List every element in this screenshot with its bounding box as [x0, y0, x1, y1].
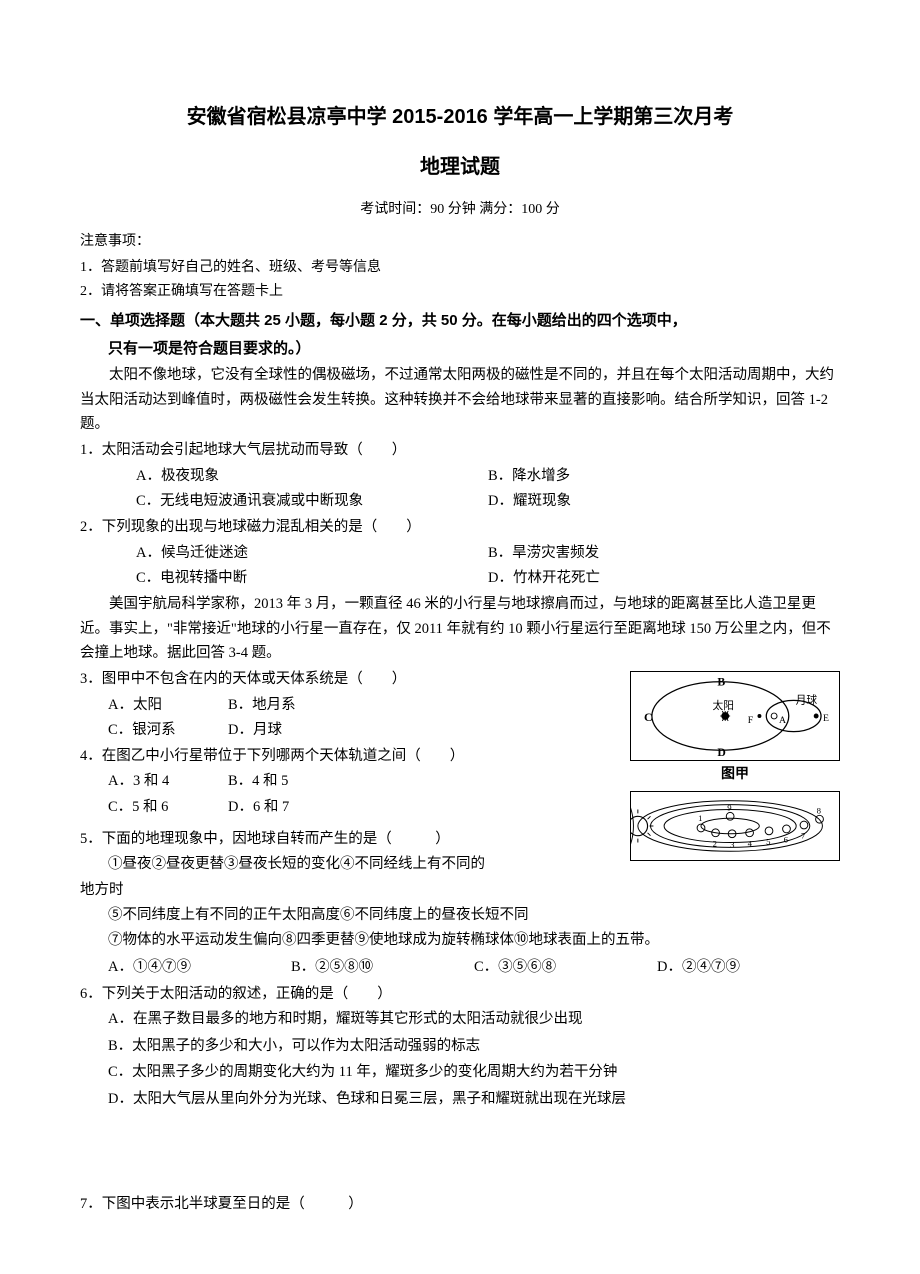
svg-text:9: 9	[727, 802, 732, 812]
q6-opt-a: A．在黑子数目最多的地方和时期，耀斑等其它形式的太阳活动就很少出现	[80, 1007, 840, 1032]
q5-s1b: 地方时	[80, 878, 840, 903]
figure-yi: 1 2 3 4 5 6 7 8 9	[630, 791, 840, 861]
q3-opt-b: B．地月系	[228, 693, 620, 718]
section-head-line2: 只有一项是符合题目要求的。）	[80, 336, 840, 362]
sub-title: 地理试题	[80, 150, 840, 184]
q3-options-row2: C．银河系 D．月球	[80, 718, 620, 743]
figure-jia: B C D 太阳 月球 F A E	[630, 671, 840, 761]
exam-info: 考试时间：90 分钟 满分：100 分	[80, 198, 840, 222]
passage-2: 美国宇航局科学家称，2013 年 3 月，一颗直径 46 米的小行星与地球擦肩而…	[80, 592, 840, 666]
svg-text:2: 2	[713, 838, 717, 848]
fig-jia-moon: 月球	[796, 693, 818, 706]
fig-jia-e: E	[823, 713, 829, 724]
q6-opt-b: B．太阳黑子的多少和大小，可以作为太阳活动强弱的标志	[80, 1034, 840, 1059]
svg-text:6: 6	[784, 834, 789, 844]
q5-opt-d: D．②④⑦⑨	[657, 955, 840, 980]
figure-wrap: B C D 太阳 月球 F A E 图甲	[80, 667, 840, 903]
q2-opt-d: D．竹林开花死亡	[488, 566, 840, 591]
q5-opt-b: B．②⑤⑧⑩	[291, 955, 474, 980]
q4-options-row1: A．3 和 4 B．4 和 5	[80, 769, 620, 794]
q5-opt-c: C．③⑤⑥⑧	[474, 955, 657, 980]
svg-text:1: 1	[698, 813, 702, 823]
figure-jia-label: 图甲	[630, 763, 840, 787]
figure-jia-svg: B C D 太阳 月球 F A E	[631, 672, 839, 760]
q2-options-row2: C．电视转播中断 D．竹林开花死亡	[80, 566, 840, 591]
q5-s3: ⑦物体的水平运动发生偏向⑧四季更替⑨使地球成为旋转椭球体⑩地球表面上的五带。	[80, 928, 840, 953]
svg-text:3: 3	[730, 839, 735, 849]
q3-opt-c: C．银河系	[108, 718, 228, 743]
svg-text:8: 8	[817, 805, 822, 815]
q1-opt-c: C．无线电短波通讯衰减或中断现象	[136, 489, 488, 514]
svg-text:4: 4	[748, 838, 753, 848]
q1-stem: 1．太阳活动会引起地球大气层扰动而导致（ ）	[80, 438, 840, 463]
q3-options-row1: A．太阳 B．地月系	[80, 693, 620, 718]
fig-jia-b: B	[717, 676, 725, 689]
svg-text:7: 7	[801, 830, 806, 840]
q1-opt-b: B．降水增多	[488, 464, 840, 489]
q1-opt-a: A．极夜现象	[136, 464, 488, 489]
fig-jia-a: A	[779, 715, 786, 726]
fig-jia-c: C	[644, 711, 652, 724]
fig-jia-sun: 太阳	[713, 699, 735, 712]
notice-item-2: 2．请将答案正确填写在答题卡上	[80, 280, 840, 304]
q1-options-row2: C．无线电短波通讯衰减或中断现象 D．耀斑现象	[80, 489, 840, 514]
figure-yi-svg: 1 2 3 4 5 6 7 8 9	[631, 792, 839, 860]
passage-1: 太阳不像地球，它没有全球性的偶极磁场，不过通常太阳两极的磁性是不同的，并且在每个…	[80, 363, 840, 437]
fig-jia-d: D	[717, 746, 725, 759]
fig-jia-f: F	[748, 715, 754, 726]
q4-options-row2: C．5 和 6 D．6 和 7	[80, 795, 620, 820]
section-head-line1: 一、单项选择题（本大题共 25 小题，每小题 2 分，共 50 分。在每小题给出…	[80, 308, 840, 334]
q6-opt-d: D．太阳大气层从里向外分为光球、色球和日冕三层，黑子和耀斑就出现在光球层	[80, 1087, 840, 1112]
notice-heading: 注意事项：	[80, 230, 840, 254]
q5-opt-a: A．①④⑦⑨	[108, 955, 291, 980]
q2-opt-c: C．电视转播中断	[136, 566, 488, 591]
q4-opt-c: C．5 和 6	[108, 795, 228, 820]
q3-opt-a: A．太阳	[108, 693, 228, 718]
q4-opt-d: D．6 和 7	[228, 795, 620, 820]
q1-opt-d: D．耀斑现象	[488, 489, 840, 514]
q6-opt-c: C．太阳黑子多少的周期变化大约为 11 年，耀斑多少的变化周期大约为若干分钟	[80, 1060, 840, 1085]
q6-stem: 6．下列关于太阳活动的叙述，正确的是（ ）	[80, 982, 840, 1007]
q2-opt-a: A．候鸟迁徙迷途	[136, 541, 488, 566]
q2-options-row1: A．候鸟迁徙迷途 B．旱涝灾害频发	[80, 541, 840, 566]
main-title: 安徽省宿松县凉亭中学 2015-2016 学年高一上学期第三次月考	[80, 100, 840, 134]
q4-opt-a: A．3 和 4	[108, 769, 228, 794]
q1-options-row1: A．极夜现象 B．降水增多	[80, 464, 840, 489]
q3-opt-d: D．月球	[228, 718, 620, 743]
q2-stem: 2．下列现象的出现与地球磁力混乱相关的是（ ）	[80, 515, 840, 540]
figure-box: B C D 太阳 月球 F A E 图甲	[630, 671, 840, 861]
svg-text:5: 5	[766, 836, 771, 846]
q4-opt-b: B．4 和 5	[228, 769, 620, 794]
q7-stem: 7．下图中表示北半球夏至日的是（ ）	[80, 1192, 840, 1217]
notice-item-1: 1．答题前填写好自己的姓名、班级、考号等信息	[80, 256, 840, 280]
q2-opt-b: B．旱涝灾害频发	[488, 541, 840, 566]
q5-s2: ⑤不同纬度上有不同的正午太阳高度⑥不同纬度上的昼夜长短不同	[80, 903, 840, 928]
q5-options: A．①④⑦⑨ B．②⑤⑧⑩ C．③⑤⑥⑧ D．②④⑦⑨	[80, 955, 840, 980]
